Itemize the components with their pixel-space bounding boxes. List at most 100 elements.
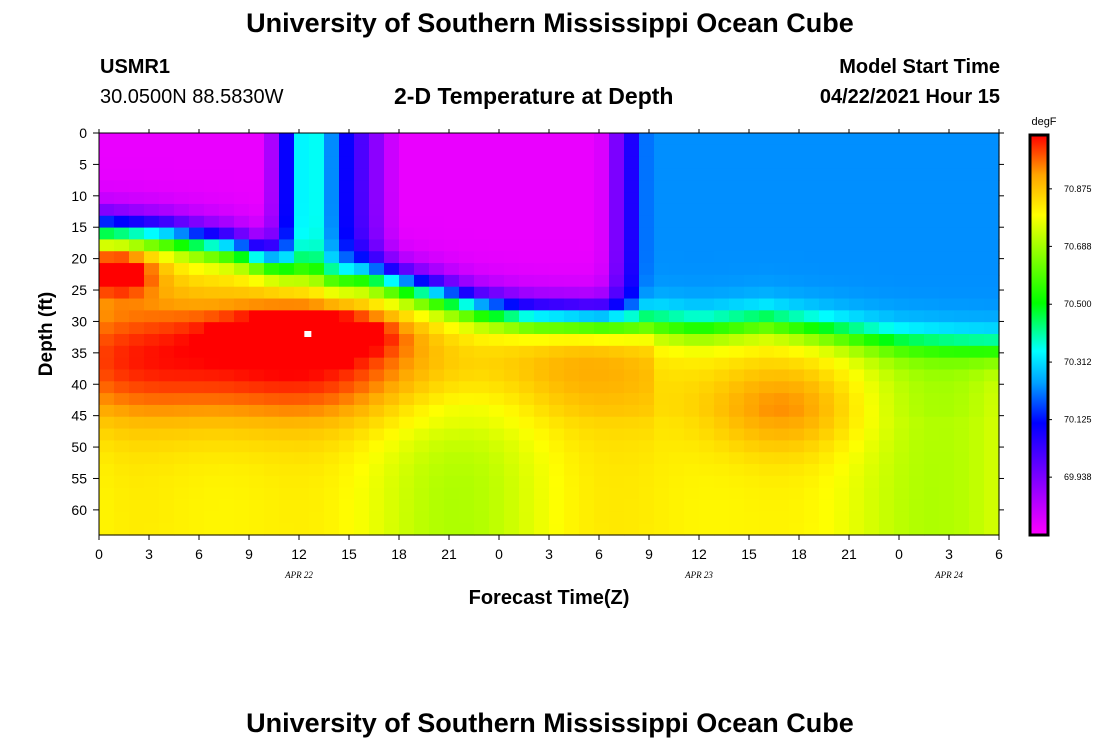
heatmap-cell	[249, 322, 265, 335]
heatmap-cell	[834, 215, 850, 229]
heatmap-cell	[849, 192, 865, 205]
heatmap-cell	[654, 393, 670, 406]
heatmap-cell	[159, 298, 175, 311]
heatmap-cell	[354, 428, 370, 442]
heatmap-cell	[879, 334, 895, 347]
heatmap-cell	[309, 286, 325, 300]
heatmap-cell	[609, 192, 625, 205]
heatmap-cell	[234, 310, 250, 323]
heatmap-cell	[309, 144, 325, 158]
heatmap-cell	[549, 357, 565, 371]
heatmap-cell	[624, 274, 640, 288]
heatmap-cell	[639, 452, 655, 465]
heatmap-cell	[714, 168, 730, 181]
y-tick-label: 30	[71, 313, 87, 329]
heatmap-cell	[504, 227, 520, 241]
heatmap-cell	[654, 215, 670, 229]
heatmap-cell	[549, 180, 565, 193]
heatmap-cell	[489, 381, 505, 394]
heatmap-cell	[834, 192, 850, 205]
heatmap-cell	[339, 203, 355, 217]
heatmap-cell	[759, 428, 775, 442]
heatmap-cell	[774, 487, 790, 501]
y-tick-label: 60	[71, 502, 87, 518]
heatmap-cell	[294, 180, 310, 193]
heatmap-cell	[429, 310, 445, 323]
heatmap-cell	[174, 404, 190, 418]
heatmap-cell	[114, 298, 130, 311]
heatmap-cell	[759, 168, 775, 181]
heatmap-cell	[459, 381, 475, 394]
heatmap-cell	[744, 203, 760, 217]
heatmap-cell	[309, 428, 325, 442]
heatmap-cell	[384, 274, 400, 288]
heatmap-cell	[924, 180, 940, 193]
heatmap-cell	[924, 227, 940, 241]
heatmap-cell	[789, 393, 805, 406]
heatmap-cell	[309, 168, 325, 181]
heatmap-cell	[519, 511, 535, 524]
heatmap-cell	[384, 393, 400, 406]
y-tick-label: 0	[79, 125, 87, 141]
heatmap-cell	[459, 511, 475, 524]
heatmap-cell	[489, 452, 505, 465]
heatmap-cell	[564, 180, 580, 193]
heatmap-cell	[294, 215, 310, 229]
heatmap-cell	[459, 499, 475, 512]
heatmap-cell	[849, 310, 865, 323]
heatmap-cell	[939, 203, 955, 217]
heatmap-cell	[909, 499, 925, 512]
heatmap-cell	[879, 310, 895, 323]
heatmap-cell	[174, 168, 190, 181]
heatmap-cell	[144, 357, 160, 371]
heatmap-cell	[579, 464, 595, 477]
heatmap-cell	[429, 263, 445, 276]
heatmap-cell	[759, 511, 775, 524]
heatmap-cell	[939, 263, 955, 276]
heatmap-cell	[834, 452, 850, 465]
heatmap-cell	[129, 144, 145, 158]
heatmap-cell	[699, 345, 715, 359]
heatmap-cell	[654, 203, 670, 217]
heatmap-cell	[879, 322, 895, 335]
heatmap-cell	[264, 180, 280, 193]
heatmap-cell	[294, 251, 310, 264]
heatmap-cell	[534, 274, 550, 288]
heatmap-cell	[639, 404, 655, 418]
heatmap-cell	[819, 251, 835, 264]
heatmap-cell	[354, 133, 370, 146]
heatmap-cell	[564, 310, 580, 323]
heatmap-cell	[624, 475, 640, 489]
heatmap-cell	[489, 416, 505, 430]
heatmap-cell	[849, 475, 865, 489]
heatmap-cell	[474, 428, 490, 442]
heatmap-cell	[609, 215, 625, 229]
heatmap-cell	[99, 298, 115, 311]
heatmap-cell	[804, 523, 820, 536]
heatmap-cell	[924, 511, 940, 524]
heatmap-cell	[744, 428, 760, 442]
heatmap-cell	[294, 298, 310, 311]
heatmap-cell	[99, 428, 115, 442]
heatmap-cell	[519, 239, 535, 252]
heatmap-cell	[339, 475, 355, 489]
heatmap-cell	[864, 404, 880, 418]
heatmap-cell	[279, 168, 295, 181]
heatmap-cell	[549, 286, 565, 300]
heatmap-cell	[834, 464, 850, 477]
heatmap-cell	[849, 322, 865, 335]
heatmap-cell	[564, 511, 580, 524]
heatmap-cell	[594, 215, 610, 229]
heatmap-cell	[879, 144, 895, 158]
heatmap-cell	[414, 227, 430, 241]
heatmap-cell	[429, 345, 445, 359]
heatmap-cell	[579, 334, 595, 347]
heatmap-cell	[699, 381, 715, 394]
heatmap-cell	[864, 144, 880, 158]
heatmap-cell	[444, 487, 460, 501]
heatmap-cell	[894, 487, 910, 501]
heatmap-cell	[849, 428, 865, 442]
heatmap-cell	[384, 334, 400, 347]
heatmap-cell	[774, 144, 790, 158]
heatmap-cell	[849, 168, 865, 181]
